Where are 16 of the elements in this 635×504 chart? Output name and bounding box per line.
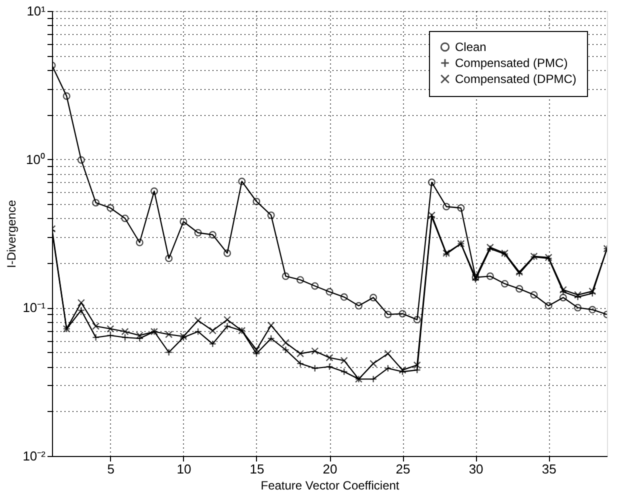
legend-label: Clean bbox=[455, 40, 486, 54]
y-tick-label: 10⁰ bbox=[26, 152, 46, 167]
x-axis-title: Feature Vector Coefficient bbox=[260, 478, 400, 492]
x-tick-label: 15 bbox=[250, 462, 264, 476]
legend-label: Compensated (PMC) bbox=[455, 56, 568, 70]
y-axis-title: I-Divergence bbox=[4, 200, 19, 268]
x-tick-label: 25 bbox=[396, 462, 410, 476]
x-tick-label: 10 bbox=[176, 462, 192, 476]
y-tick-label: 10⁻² bbox=[22, 448, 46, 464]
x-tick-label: 30 bbox=[468, 462, 484, 476]
x-tick-label: 5 bbox=[107, 462, 115, 476]
y-tick-label: 10⁻¹ bbox=[22, 300, 46, 316]
x-tick-label: 20 bbox=[322, 462, 338, 476]
x-tick-label: 35 bbox=[542, 462, 556, 476]
legend-label: Compensated (DPMC) bbox=[455, 72, 576, 86]
y-tick-label: 10¹ bbox=[26, 4, 46, 18]
